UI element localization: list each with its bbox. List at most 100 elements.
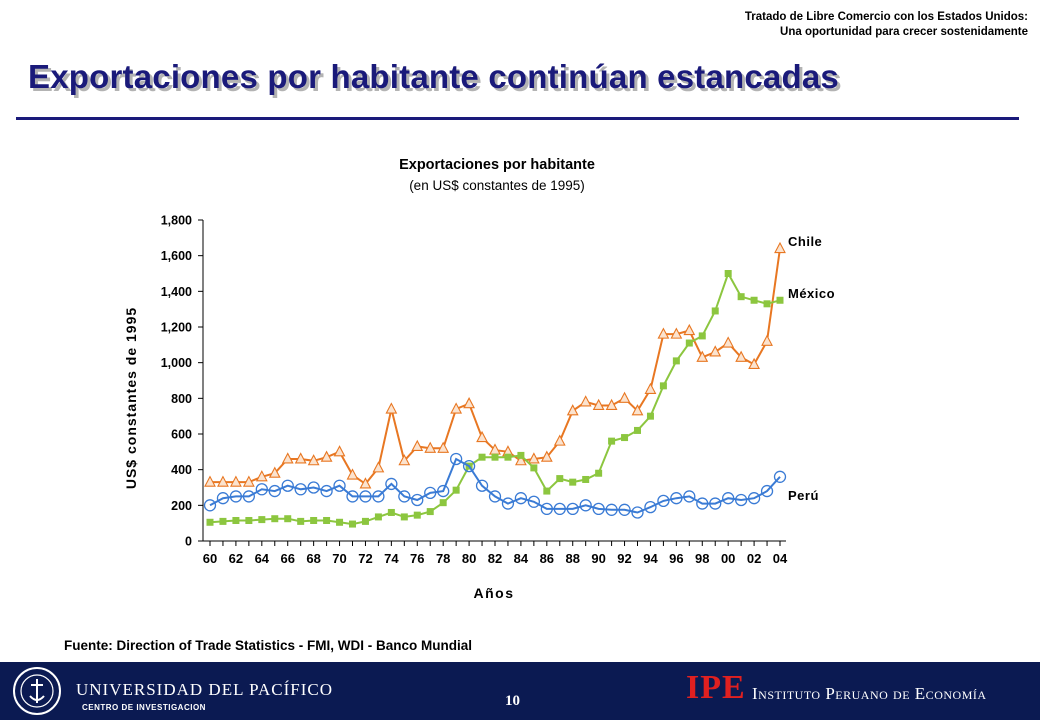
- data-point: [631, 506, 644, 519]
- data-point: [761, 334, 773, 346]
- data-point: [646, 412, 654, 420]
- x-tick-label: 68: [306, 551, 320, 566]
- data-point: [618, 391, 631, 403]
- data-point: [747, 492, 761, 505]
- data-point: [631, 404, 644, 416]
- source-note: Fuente: Direction of Trade Statistics - …: [64, 638, 473, 653]
- data-point: [540, 450, 553, 462]
- data-point: [346, 468, 359, 480]
- data-point: [413, 511, 421, 519]
- data-point: [517, 451, 525, 459]
- data-point: [294, 452, 307, 464]
- data-point: [527, 452, 540, 464]
- data-point: [683, 323, 696, 336]
- data-point: [659, 382, 667, 390]
- series-label-peru: Perú: [788, 488, 819, 503]
- data-point: [450, 402, 463, 414]
- data-point: [773, 470, 787, 483]
- x-tick-label: 78: [436, 551, 450, 566]
- x-tick-label: 02: [747, 551, 761, 566]
- data-point: [307, 454, 320, 466]
- data-point: [696, 350, 709, 362]
- x-tick-label: 04: [773, 551, 788, 566]
- data-point: [685, 339, 693, 347]
- data-point: [724, 270, 732, 277]
- data-point: [501, 497, 515, 510]
- y-axis-label: US$ constantes de 1995: [123, 307, 139, 489]
- data-point: [281, 479, 294, 492]
- series-line-peru: [209, 457, 781, 514]
- data-point: [284, 515, 292, 523]
- data-point: [232, 516, 240, 524]
- data-point: [540, 502, 553, 516]
- title-divider: [16, 117, 1019, 120]
- data-point: [734, 493, 748, 507]
- data-point: [437, 484, 450, 498]
- y-tick-label: 800: [171, 392, 192, 406]
- x-axis-label: Años: [474, 585, 515, 601]
- x-tick-label: 74: [384, 551, 399, 566]
- data-point: [258, 516, 266, 524]
- data-point: [592, 502, 605, 516]
- data-point: [776, 296, 784, 304]
- data-point: [462, 459, 476, 473]
- data-point: [683, 490, 696, 503]
- data-point: [268, 466, 281, 478]
- y-tick-label: 1,600: [161, 249, 192, 263]
- chart-series: [203, 241, 787, 528]
- x-tick-label: 82: [488, 551, 502, 566]
- x-tick-label: 00: [721, 551, 735, 566]
- data-point: [735, 350, 748, 362]
- data-point: [530, 464, 538, 472]
- data-point: [760, 484, 774, 498]
- data-point: [657, 327, 670, 339]
- data-point: [608, 437, 616, 445]
- data-point: [398, 490, 411, 503]
- data-point: [476, 430, 488, 443]
- data-point: [644, 382, 657, 394]
- x-tick-label: 90: [591, 551, 605, 566]
- data-point: [320, 484, 333, 498]
- data-point: [452, 486, 460, 494]
- data-point: [203, 499, 217, 512]
- data-point: [605, 503, 618, 516]
- data-point: [426, 508, 434, 516]
- page-number: 10: [505, 693, 520, 709]
- data-point: [670, 492, 683, 505]
- data-point: [219, 517, 227, 525]
- data-point: [320, 450, 333, 462]
- data-point: [722, 336, 735, 348]
- data-point: [709, 345, 722, 357]
- data-point: [307, 481, 320, 494]
- chart-axes: 02004006008001,0001,2001,4001,6001,80060…: [161, 214, 788, 567]
- data-point: [543, 487, 551, 495]
- y-tick-label: 1,800: [161, 214, 192, 228]
- university-name: UNIVERSIDAD DEL PACÍFICO: [76, 680, 333, 699]
- data-point: [398, 454, 411, 466]
- data-point: [566, 404, 579, 416]
- slide-title: Exportaciones por habitante continúan es…: [28, 58, 839, 95]
- x-tick-label: 98: [695, 551, 709, 566]
- data-point: [618, 503, 631, 516]
- data-point: [242, 490, 256, 503]
- data-point: [763, 300, 771, 308]
- exports-per-capita-chart: Exportaciones por habitante (en US$ cons…: [123, 157, 835, 601]
- data-point: [566, 502, 579, 516]
- chart-subtitle: (en US$ constantes de 1995): [409, 178, 585, 193]
- series-peru: [203, 452, 787, 519]
- y-tick-label: 1,200: [161, 321, 192, 335]
- data-point: [748, 357, 761, 370]
- data-point: [437, 441, 450, 453]
- data-point: [527, 495, 541, 508]
- x-tick-label: 76: [410, 551, 424, 566]
- x-tick-label: 66: [280, 551, 294, 566]
- data-point: [670, 327, 683, 339]
- x-tick-label: 84: [514, 551, 529, 566]
- data-point: [349, 520, 356, 528]
- university-seal-icon: [13, 667, 61, 715]
- data-point: [463, 397, 476, 409]
- data-point: [592, 398, 605, 411]
- series-label-chile: Chile: [788, 234, 822, 249]
- x-tick-label: 94: [643, 551, 658, 566]
- series-mexico: [206, 270, 784, 528]
